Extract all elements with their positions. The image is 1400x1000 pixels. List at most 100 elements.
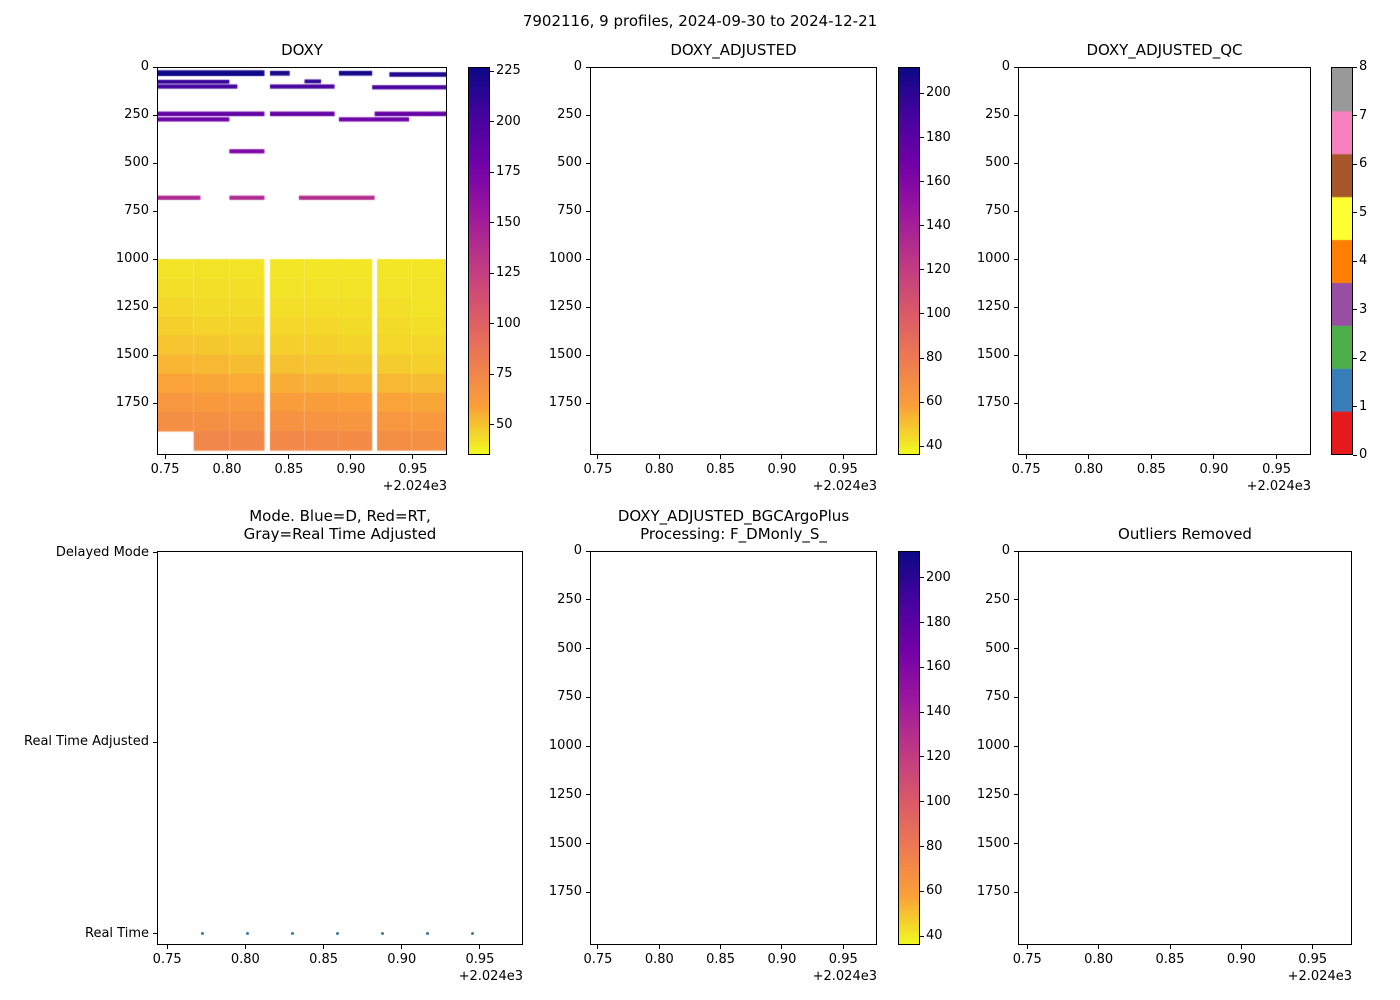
colorbar-tick-label: 0 <box>1359 447 1368 462</box>
doxy-colorbar-canvas <box>469 68 489 454</box>
y-tick-label: 500 <box>557 640 582 656</box>
doxy-colorbar <box>468 67 490 455</box>
y-tick-mark <box>1014 648 1018 650</box>
colorbar-tick-label: 40 <box>926 928 943 944</box>
y-tick-mark <box>586 306 590 308</box>
x-tick-mark <box>658 945 660 949</box>
colorbar-tick-label: 150 <box>496 214 521 230</box>
y-category-label: Delayed Mode <box>55 544 149 560</box>
y-tick-mark <box>586 648 590 650</box>
y-tick-label: 1000 <box>976 251 1010 267</box>
colorbar-tick-mark <box>1353 66 1357 68</box>
mode-point <box>381 932 385 936</box>
y-tick-label: 750 <box>124 203 149 219</box>
x-tick-label: 0.85 <box>1136 462 1166 477</box>
y-tick-label: 1000 <box>115 251 149 267</box>
colorbar-tick-label: 7 <box>1359 107 1368 123</box>
x-tick-label: 0.90 <box>767 952 797 967</box>
colorbar-tick-label: 125 <box>496 265 521 281</box>
x-tick-mark <box>1240 945 1242 949</box>
y-tick-label: 1500 <box>976 835 1010 851</box>
y-tick-label: 500 <box>557 155 582 171</box>
colorbar-tick-mark <box>490 424 494 426</box>
y-tick-mark <box>153 258 157 260</box>
y-tick-mark <box>1014 696 1018 698</box>
x-tick-mark <box>401 945 403 949</box>
x-tick-mark <box>244 945 246 949</box>
y-category-label: Real Time <box>85 925 149 941</box>
y-tick-mark <box>1014 66 1018 68</box>
colorbar-tick-label: 50 <box>496 416 513 432</box>
y-tick-mark <box>1014 306 1018 308</box>
x-tick-mark <box>1098 945 1100 949</box>
y-tick-mark <box>1014 114 1018 116</box>
y-tick-mark <box>586 354 590 356</box>
x-tick-label: 0.75 <box>1011 462 1041 477</box>
colorbar-tick-label: 100 <box>926 793 951 809</box>
colorbar-tick-label: 120 <box>926 261 951 277</box>
x-tick-label: 0.75 <box>583 952 613 967</box>
y-tick-mark <box>1014 354 1018 356</box>
x-tick-label: 0.95 <box>465 952 495 967</box>
x-axis-offset-label: +2.024e3 <box>812 479 877 494</box>
y-tick-mark <box>1014 891 1018 893</box>
x-tick-mark <box>597 945 599 949</box>
colorbar-tick-mark <box>920 666 924 668</box>
y-tick-label: 750 <box>985 203 1010 219</box>
colorbar-tick-mark <box>920 357 924 359</box>
y-tick-mark <box>153 66 157 68</box>
y-tick-label: 1750 <box>548 884 582 900</box>
doxy-heatmap-canvas <box>158 68 446 454</box>
y-tick-mark <box>1014 210 1018 212</box>
doxy-adjusted-qc-panel-title: DOXY_ADJUSTED_QC <box>1086 41 1243 59</box>
y-tick-mark <box>586 843 590 845</box>
x-tick-label: 0.95 <box>398 462 428 477</box>
outliers-removed-plot-area <box>1018 551 1352 945</box>
x-tick-label: 0.80 <box>1074 462 1104 477</box>
x-tick-label: 0.85 <box>1155 952 1185 967</box>
colorbar-tick-mark <box>920 137 924 139</box>
colorbar-tick-label: 160 <box>926 659 951 675</box>
x-tick-mark <box>350 455 352 459</box>
colorbar-tick-label: 100 <box>926 305 951 321</box>
colorbar-tick-label: 160 <box>926 173 951 189</box>
colorbar-tick-mark <box>1353 454 1357 456</box>
y-tick-label: 1000 <box>548 251 582 267</box>
x-tick-mark <box>1150 455 1152 459</box>
figure-title: 7902116, 9 profiles, 2024-09-30 to 2024-… <box>522 12 878 30</box>
y-tick-label: 750 <box>557 689 582 705</box>
x-tick-mark <box>323 945 325 949</box>
x-tick-label: 0.95 <box>828 952 858 967</box>
x-tick-mark <box>164 455 166 459</box>
bgcargoplus-panel-title-line2: Processing: F_DMonly_S_ <box>640 525 827 543</box>
y-tick-label: 250 <box>557 107 582 123</box>
mode-panel-title: Mode. Blue=D, Red=RT, Gray=Real Time Adj… <box>157 507 523 543</box>
y-tick-label: 0 <box>573 543 582 558</box>
y-tick-label: 1250 <box>115 299 149 315</box>
colorbar-tick-mark <box>920 269 924 271</box>
mode-point <box>335 932 339 936</box>
colorbar-tick-label: 75 <box>496 366 513 382</box>
x-tick-label: 0.85 <box>309 952 339 967</box>
colorbar-tick-label: 100 <box>496 315 521 331</box>
y-tick-mark <box>153 741 157 743</box>
doxy-plot-area <box>157 67 447 455</box>
x-tick-mark <box>1025 455 1027 459</box>
x-axis-offset-label: +2.024e3 <box>812 969 877 984</box>
mode-point <box>200 932 204 936</box>
y-tick-mark <box>153 354 157 356</box>
x-tick-mark <box>720 945 722 949</box>
y-tick-label: 1250 <box>976 299 1010 315</box>
y-tick-label: 1000 <box>548 738 582 754</box>
colorbar-tick-mark <box>1353 163 1357 165</box>
x-tick-mark <box>1088 455 1090 459</box>
y-tick-mark <box>586 66 590 68</box>
y-tick-label: 1750 <box>976 395 1010 411</box>
colorbar-tick-label: 200 <box>926 569 951 585</box>
x-tick-label: 0.90 <box>767 462 797 477</box>
colorbar-tick-label: 60 <box>926 394 943 410</box>
colorbar-tick-mark <box>490 121 494 123</box>
x-axis-offset-label: +2.024e3 <box>382 479 447 494</box>
x-tick-mark <box>1276 455 1278 459</box>
